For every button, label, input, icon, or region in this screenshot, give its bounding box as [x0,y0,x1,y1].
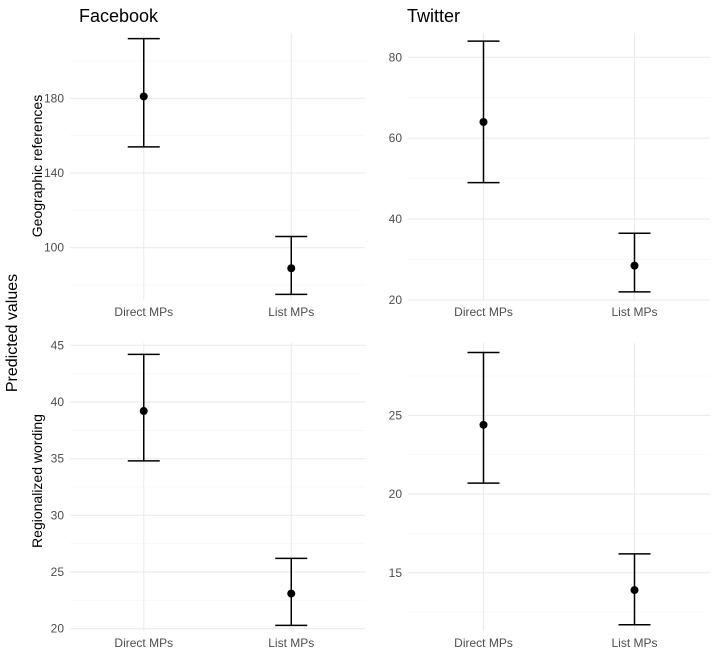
x-tick-label: Direct MPs [114,305,173,319]
panel-2: 20 40 60 80 Direct MPs List MPs [389,33,710,319]
x-tick-label: List MPs [268,636,314,650]
panel-4: 15 20 25 Direct MPs List MPs [389,343,710,650]
y-tick-label: 180 [44,91,64,105]
y-tick-label: 20 [389,487,403,501]
point-estimate [287,264,296,273]
point-estimate [287,589,296,598]
y-tick-label: 20 [389,293,403,307]
y-tick-label: 25 [51,565,65,579]
x-tick-label: List MPs [611,305,657,319]
x-tick-label: List MPs [268,305,314,319]
y-tick-label: 60 [389,131,403,145]
panel-1: 100 140 180 Direct MPs List MPs [44,33,365,319]
point-estimate [630,261,639,270]
y-tick-label: 140 [44,166,64,180]
panel-3: 20 25 30 35 40 45 Direct MPs List MPs [51,338,365,650]
x-tick-label: List MPs [611,636,657,650]
column-title-facebook: Facebook [79,6,159,26]
y-tick-label: 20 [51,622,65,636]
point-estimate [479,118,488,126]
y-tick-label: 40 [51,395,65,409]
point-estimate [139,92,148,101]
y-tick-label: 40 [389,212,403,226]
point-estimate [479,420,488,429]
y-tick-label: 100 [44,241,64,255]
row-label-regionalized: Regionalized wording [29,414,45,548]
y-tick-label: 15 [389,566,403,580]
column-title-twitter: Twitter [407,6,460,26]
y-tick-label: 80 [389,50,403,64]
y-tick-label: 30 [51,508,65,522]
panels: 100 140 180 Direct MPs List MPs 20 40 60 80 Direc… [44,33,710,650]
y-tick-label: 25 [389,408,403,422]
x-tick-label: Direct MPs [454,305,513,319]
y-tick-label: 35 [51,452,65,466]
x-tick-label: Direct MPs [454,636,513,650]
point-estimate [139,407,148,416]
y-tick-label: 45 [51,338,65,352]
point-estimate [630,586,639,595]
y-axis-title: Predicted values [4,274,21,392]
row-label-geographic: Geographic references [29,95,45,237]
x-tick-label: Direct MPs [114,636,173,650]
